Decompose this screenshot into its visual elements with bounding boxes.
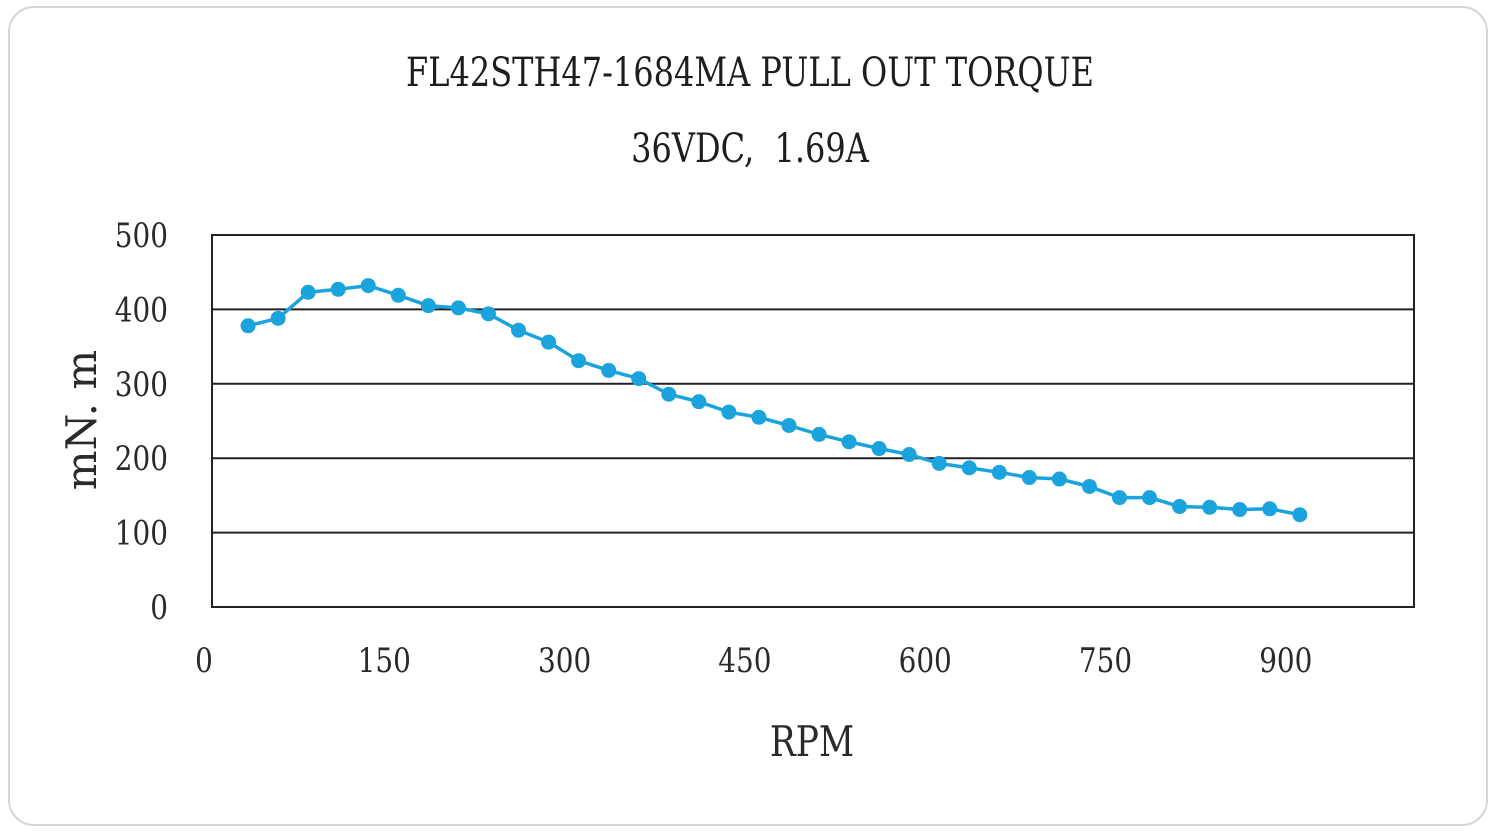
data-point — [751, 409, 767, 425]
x-tick-label: 900 — [1259, 641, 1312, 680]
y-tick-label: 100 — [115, 514, 168, 553]
data-point — [1202, 499, 1218, 515]
data-point — [871, 441, 887, 457]
y-tick-label: 400 — [115, 291, 168, 330]
y-tick-label: 500 — [115, 216, 168, 255]
data-point — [601, 362, 617, 378]
y-tick-label: 200 — [115, 440, 168, 479]
data-point — [1292, 507, 1308, 523]
x-tick-label: 150 — [358, 641, 411, 680]
grid-lines — [212, 308, 1414, 534]
data-point — [1112, 490, 1128, 506]
data-point — [991, 464, 1007, 480]
data-point — [511, 322, 527, 338]
series-line — [247, 283, 1301, 517]
data-point — [300, 284, 316, 300]
y-tick-label: 300 — [115, 365, 168, 404]
data-point — [390, 287, 406, 303]
data-point — [270, 310, 286, 326]
y-axis-ticks: 0 100 200 300 400 500 — [115, 216, 168, 627]
x-axis-ticks: 0 150 300 450 600 750 900 — [195, 641, 1312, 680]
x-tick-label: 750 — [1079, 641, 1132, 680]
data-point — [480, 306, 496, 322]
data-point — [420, 298, 436, 314]
data-point — [571, 353, 587, 369]
series-torque — [240, 278, 1308, 523]
data-point — [1232, 502, 1248, 518]
data-point — [961, 460, 977, 476]
data-point — [811, 426, 827, 442]
data-point — [1262, 501, 1278, 517]
data-point — [1021, 470, 1037, 486]
y-axis-label: mN. m — [57, 350, 106, 490]
data-point — [1081, 478, 1097, 494]
data-point — [1142, 490, 1158, 506]
x-tick-label: 600 — [899, 641, 952, 680]
data-point — [841, 434, 857, 450]
x-tick-label: 450 — [718, 641, 771, 680]
data-point — [721, 404, 737, 420]
data-point — [330, 281, 346, 297]
data-point — [661, 386, 677, 402]
data-point — [931, 455, 947, 471]
y-tick-label: 0 — [150, 588, 168, 627]
chart-subtitle: 36VDC, 1.69A — [631, 126, 869, 172]
x-axis-label: RPM — [770, 718, 854, 767]
data-point — [1051, 471, 1067, 487]
data-point — [450, 300, 466, 316]
x-tick-label: 300 — [538, 641, 591, 680]
data-point — [360, 278, 376, 294]
data-point — [691, 394, 707, 410]
data-point — [901, 446, 917, 462]
data-point — [240, 318, 256, 334]
data-point — [781, 417, 797, 433]
plot-frame — [211, 234, 1415, 608]
data-point — [541, 334, 557, 350]
chart-title: FL42STH47-1684MA PULL OUT TORQUE — [406, 50, 1094, 96]
data-point — [631, 371, 647, 387]
x-tick-label: 0 — [195, 641, 213, 680]
data-point — [1172, 499, 1188, 515]
